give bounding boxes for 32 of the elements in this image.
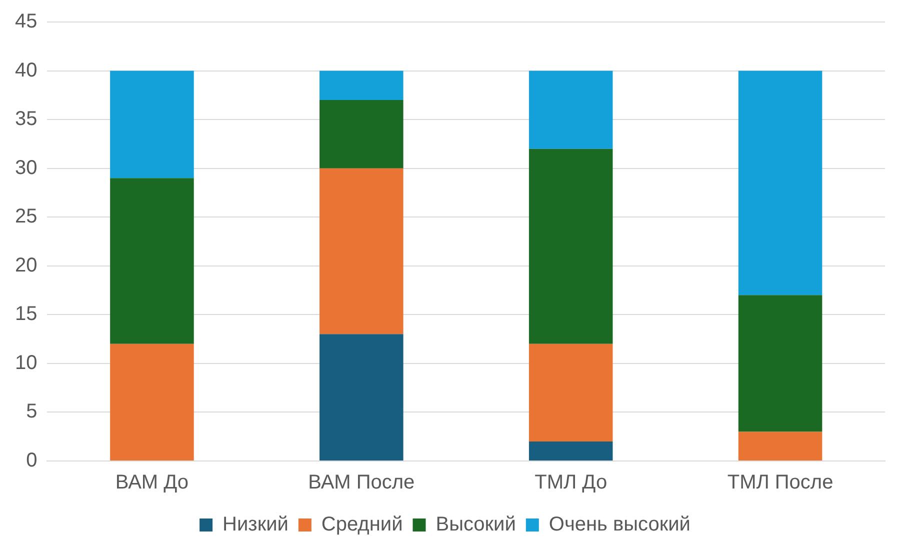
bar	[528, 148, 613, 344]
bar	[110, 178, 194, 344]
bar	[110, 70, 194, 178]
x-tick-label: ВАМ После	[308, 472, 415, 494]
x-tick-label: ВАМ До	[115, 472, 189, 494]
y-tick-label: 20	[14, 254, 38, 276]
y-tick-label: 0	[26, 450, 38, 472]
y-tick-label: 40	[14, 59, 38, 82]
legend-label: Очень высокий	[548, 514, 690, 536]
bar	[320, 334, 404, 460]
bar	[738, 432, 822, 460]
y-tick-label: 30	[14, 156, 38, 179]
legend-label: Высокий	[436, 514, 516, 536]
y-tick-label: 35	[14, 108, 38, 130]
bar	[528, 344, 613, 442]
y-tick-label: 25	[14, 206, 38, 228]
y-tick-label: 15	[14, 303, 38, 326]
bar	[738, 70, 822, 296]
bar	[528, 441, 613, 460]
y-tick-label: 5	[26, 400, 38, 423]
bar	[738, 295, 822, 432]
bar	[320, 168, 404, 334]
y-tick-label: 10	[14, 352, 38, 374]
x-tick-label: ТМЛ После	[727, 472, 834, 494]
bar	[320, 70, 404, 100]
bar	[110, 344, 194, 460]
y-tick-label: 45	[14, 10, 38, 33]
bar	[320, 100, 404, 168]
legend-label: Средний	[321, 514, 403, 536]
bar	[528, 70, 613, 149]
x-tick-label: ТМЛ До	[534, 472, 608, 494]
legend-label: Низкий	[222, 514, 288, 536]
